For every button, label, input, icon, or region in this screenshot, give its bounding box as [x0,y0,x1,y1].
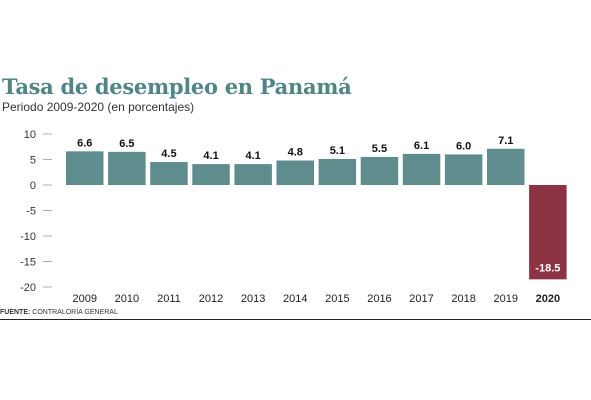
y-tick-label: 0 [30,180,36,192]
x-tick-label-2011: 2011 [157,293,181,305]
data-label-2011: 4.5 [161,148,176,160]
data-label-2013: 4.1 [246,150,261,162]
bar-2017 [402,153,441,185]
data-label-2009: 6.6 [77,137,92,149]
x-tick-label-2019: 2019 [494,293,518,305]
y-tick-label: 10 [24,129,36,141]
data-label-2010: 6.5 [119,138,134,150]
x-tick-label-2013: 2013 [241,293,265,305]
bar-2010 [108,151,146,185]
x-tick-label-2010: 2010 [115,293,139,305]
y-tick-label: -15 [20,257,36,269]
bar-2019 [487,148,525,185]
footer-divider [0,319,591,320]
x-tick-label-2020: 2020 [536,293,560,305]
data-label-2012: 4.1 [203,150,218,162]
source-text: CONTRALORÍA GENERAL [30,309,118,316]
x-tick-label-2017: 2017 [409,293,433,305]
bar-2014 [276,160,314,185]
y-tick-label: -5 [26,206,36,218]
bar-2018 [444,154,483,185]
data-label-2020: -18.5 [535,262,560,274]
data-label-2018: 6.0 [456,140,471,152]
bar-2016 [360,156,399,185]
bar-2015 [318,158,357,185]
data-label-2014: 4.8 [288,147,303,159]
y-tick-label: 5 [30,155,36,167]
bar-2013 [234,164,272,185]
data-labels-group: 6.6 6.5 4.5 4.1 4.1 4.8 5.1 5.5 6.1 6.0 7.1 -18.5 [77,135,560,275]
data-label-2016: 5.5 [372,143,387,155]
x-tick-label-2015: 2015 [325,293,349,305]
data-label-2017: 6.1 [414,140,429,152]
chart-subtitle: Periodo 2009-2020 (en porcentajes) [2,100,195,114]
x-axis: 2009 2010 2011 2012 2013 2014 2015 2016 2017 2018… [73,293,561,305]
bar-2020 [529,185,567,280]
y-tick-label: -10 [20,231,36,243]
data-label-2019: 7.1 [498,135,513,147]
source-label: FUENTE: [0,309,31,316]
data-label-2015: 5.1 [330,145,345,157]
bar-2011 [150,162,188,185]
x-tick-label-2009: 2009 [73,293,97,305]
bar-chart: 10 5 0 -5 -10 -15 -20 6.6 6.5 4.5 4.1 4.1 4.8 5.1 5.5… [20,129,567,305]
y-axis: 10 5 0 -5 -10 -15 -20 [20,129,52,294]
x-tick-label-2016: 2016 [367,293,391,305]
x-tick-label-2014: 2014 [283,293,307,305]
y-tick-label: -20 [20,282,36,294]
chart-title: Tasa de desempleo en Panamá [2,74,352,99]
bar-2009 [66,151,104,185]
source-note: FUENTE: CONTRALORÍA GENERAL [0,309,118,316]
bars-group [66,148,567,280]
x-tick-label-2018: 2018 [451,293,475,305]
bar-2012 [192,164,230,185]
x-tick-label-2012: 2012 [199,293,223,305]
